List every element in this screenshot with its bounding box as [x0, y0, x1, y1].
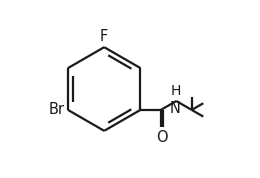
Text: H: H [170, 84, 181, 98]
Text: O: O [156, 130, 168, 145]
Text: Br: Br [49, 102, 65, 117]
Text: N: N [170, 101, 181, 116]
Text: F: F [100, 29, 108, 44]
